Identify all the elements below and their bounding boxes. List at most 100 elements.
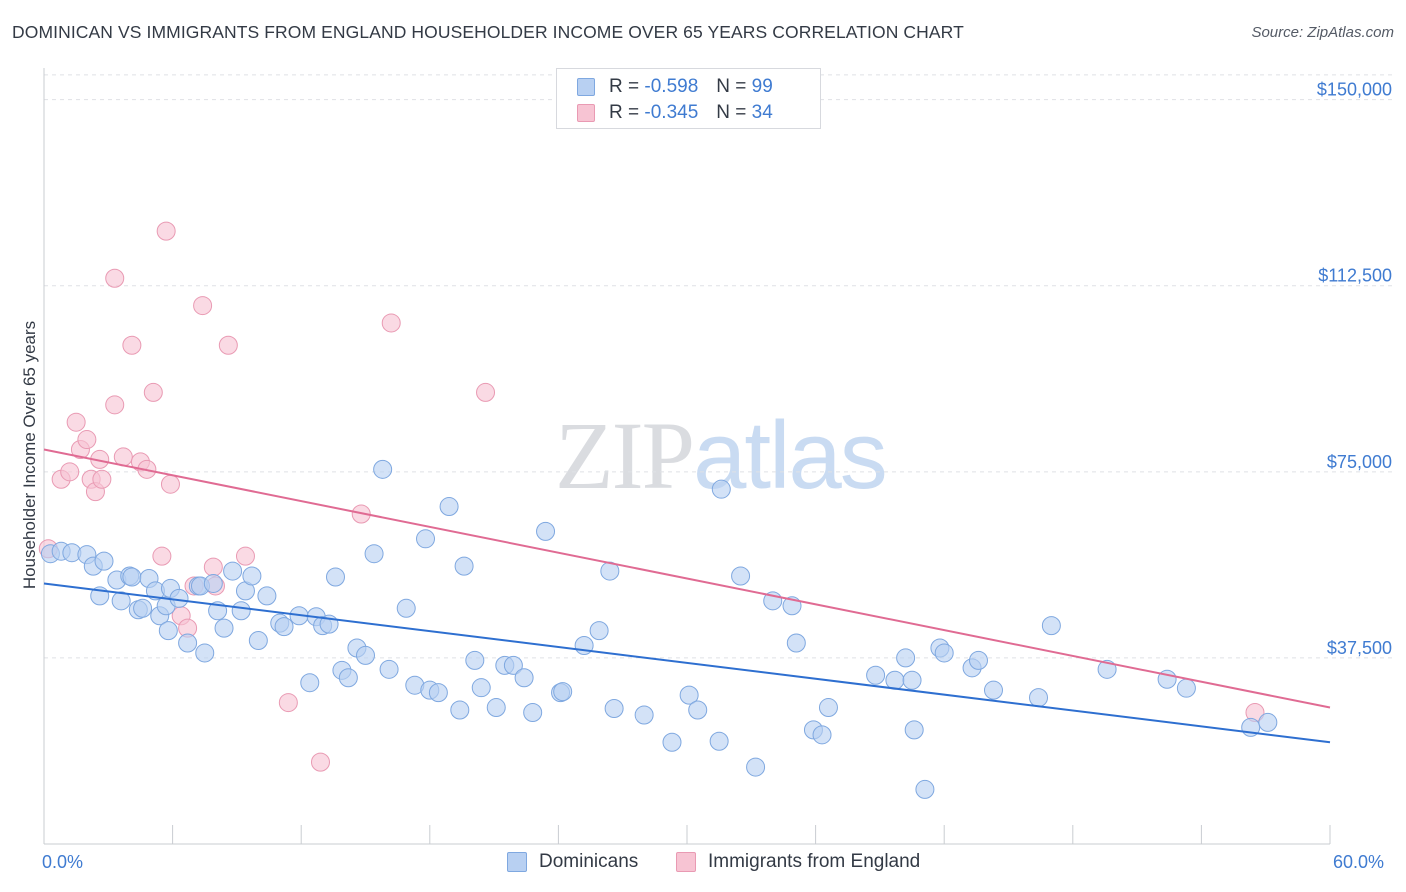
y-tick-label: $150,000 — [1317, 80, 1392, 100]
dominican-point — [885, 670, 905, 690]
legend-row-england: R = -0.345 N = 34 — [577, 101, 773, 125]
england-point — [203, 557, 223, 577]
r-value: -0.345 — [644, 102, 699, 123]
england-point — [156, 221, 176, 241]
dominican-point — [866, 665, 886, 685]
dominican-point — [486, 698, 506, 718]
dominican-point — [178, 633, 198, 653]
trend-lines — [43, 448, 1331, 744]
dominican-point — [589, 621, 609, 641]
axes — [43, 68, 1331, 845]
dominican-point — [257, 586, 277, 606]
r-label: R = — [609, 76, 640, 97]
england-point — [77, 430, 97, 450]
dominican-point — [122, 567, 142, 587]
dominican-point — [934, 643, 954, 663]
blue-swatch-icon — [577, 78, 595, 96]
dominican-point — [553, 682, 573, 702]
y-axis-label: Householder Income Over 65 years — [20, 320, 39, 590]
england-point — [193, 296, 213, 316]
n-value: 34 — [751, 102, 773, 123]
dominican-point — [662, 732, 682, 752]
dominican-point — [786, 633, 806, 653]
y-tick-label: $112,500 — [1318, 266, 1392, 286]
dominican-point — [503, 655, 523, 675]
dominican-point — [439, 497, 459, 517]
dominican-point — [158, 621, 178, 641]
y-tick-label: $37,500 — [1327, 638, 1392, 658]
y-tick-label: $75,000 — [1327, 452, 1392, 472]
dominican-point — [983, 680, 1003, 700]
england-point — [66, 412, 86, 432]
chart-title: DOMINICAN VS IMMIGRANTS FROM ENGLAND HOU… — [12, 22, 964, 42]
pink-swatch-icon — [577, 104, 595, 122]
dominican-point — [396, 598, 416, 618]
england-points — [38, 221, 1265, 772]
n-value: 99 — [751, 76, 773, 97]
y-tick-labels: $37,500 $75,000 $112,500 $150,000 — [1317, 80, 1392, 658]
dominican-point — [634, 705, 654, 725]
dominican-point — [169, 588, 189, 608]
england-point — [105, 268, 125, 288]
legend-england-label: Immigrants from England — [708, 851, 921, 872]
england-point — [152, 546, 172, 566]
n-label: N = — [716, 102, 747, 123]
dominican-point — [300, 673, 320, 693]
dominican-point — [364, 544, 384, 564]
dominican-point — [94, 551, 114, 571]
n-label: N = — [716, 76, 747, 97]
x-tick-label-max: 60.0% — [1333, 852, 1385, 872]
dominican-point — [1258, 712, 1278, 732]
x-tick-label-min: 0.0% — [42, 852, 84, 872]
england-point — [143, 382, 163, 402]
dominican-point — [711, 479, 731, 499]
dominican-point — [471, 678, 491, 698]
legend-item-dominicans: Dominicans — [507, 851, 638, 873]
dominican-point — [968, 650, 988, 670]
dominican-point — [450, 700, 470, 720]
dominican-point — [679, 685, 699, 705]
stats-legend: R = -0.598 N = 99 R = -0.345 N = 34 — [556, 68, 821, 129]
dominican-point — [242, 566, 262, 586]
england-point — [105, 395, 125, 415]
dominican-point — [709, 731, 729, 751]
england-point — [60, 462, 80, 482]
dominican-point — [465, 650, 485, 670]
dominican-point — [203, 573, 223, 593]
source-attribution: Source: ZipAtlas.com — [1251, 24, 1394, 41]
watermark-zip: ZIP — [555, 402, 695, 509]
dominican-point — [746, 757, 766, 777]
dominican-points — [40, 459, 1278, 799]
r-value: -0.598 — [644, 76, 699, 97]
dominican-point — [379, 659, 399, 679]
dominican-point — [231, 601, 251, 621]
dominican-point — [1097, 659, 1117, 679]
dominican-point — [731, 566, 751, 586]
dominican-point — [514, 668, 534, 688]
dominican-point — [373, 459, 393, 479]
dominican-point — [416, 529, 436, 549]
legend-item-england: Immigrants from England — [676, 851, 920, 873]
dominican-point — [195, 643, 215, 663]
england-point — [92, 469, 112, 489]
dominican-point — [338, 668, 358, 688]
dominican-point — [896, 648, 916, 668]
dominican-point — [454, 556, 474, 576]
england-point — [218, 335, 238, 355]
dominican-point — [902, 670, 922, 690]
dominican-point — [818, 698, 838, 718]
dominican-point — [915, 779, 935, 799]
legend-row-dominicans: R = -0.598 N = 99 — [577, 75, 773, 99]
dominican-point — [428, 683, 448, 703]
pink-swatch-icon — [676, 852, 696, 872]
dominican-point — [248, 631, 268, 651]
dominican-point — [1041, 616, 1061, 636]
dominican-point — [1029, 688, 1049, 708]
dominican-point — [214, 618, 234, 638]
blue-swatch-icon — [507, 852, 527, 872]
dominican-point — [812, 725, 832, 745]
dominican-point — [111, 591, 131, 611]
dominican-point — [325, 567, 345, 587]
dominican-point — [133, 598, 153, 618]
